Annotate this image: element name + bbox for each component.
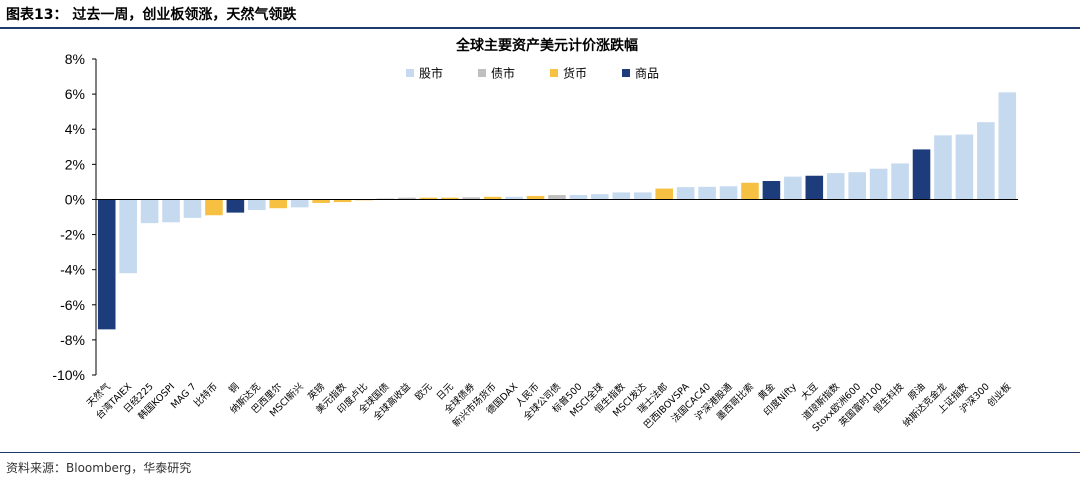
bar (569, 195, 588, 200)
y-tick-label: 0% (65, 191, 85, 207)
bottom-rule (0, 452, 1080, 453)
legend-swatch (622, 69, 630, 77)
legend-swatch (478, 69, 486, 77)
bar (762, 181, 781, 200)
bar (226, 199, 245, 213)
bar (269, 199, 288, 209)
y-tick-label: -8% (60, 332, 85, 348)
bar (848, 172, 866, 200)
bar (462, 197, 481, 200)
y-tick-label: 4% (65, 121, 85, 137)
bar (998, 92, 1017, 200)
figure-title: 图表13： 过去一周，创业板领涨，天然气领跌 (6, 7, 297, 23)
x-tick-label: 创业板 (985, 380, 1014, 409)
bar (440, 197, 459, 200)
bar (119, 199, 137, 274)
bar (248, 199, 266, 210)
bar (290, 199, 309, 208)
x-tick-label: 比特币 (191, 381, 220, 410)
bar (784, 176, 802, 200)
bar (676, 187, 695, 200)
bar (805, 175, 824, 200)
y-axis: 8% 6% 4% 2% 0% -2% -4% -6% -8% -10% (52, 51, 97, 383)
bar (934, 135, 952, 200)
bar (633, 192, 652, 200)
bar (591, 194, 609, 200)
legend-label: 债市 (491, 66, 515, 81)
y-tick-label: -6% (60, 297, 85, 313)
legend-swatch (550, 69, 558, 77)
legend-swatch (406, 69, 414, 77)
bar (140, 199, 159, 224)
y-tick-label: -2% (60, 227, 85, 243)
bar (719, 186, 738, 200)
bar (869, 168, 888, 200)
bar (505, 196, 523, 200)
bar (483, 196, 502, 200)
legend-label: 股市 (419, 66, 443, 81)
y-tick-label: -4% (60, 262, 85, 278)
legend: 股市 债市 货币 商品 (406, 66, 659, 81)
y-tick-label: 6% (65, 86, 85, 102)
bar (97, 199, 116, 330)
source-note: 资料来源：Bloomberg，华泰研究 (6, 461, 192, 475)
bars (97, 92, 1017, 330)
bar (891, 163, 909, 200)
bar (655, 188, 674, 200)
bar (955, 134, 974, 200)
y-tick-label: 8% (65, 51, 85, 67)
top-rule (0, 27, 1080, 29)
bar (826, 173, 845, 200)
legend-label: 货币 (563, 66, 587, 81)
bar-chart: 全球主要资产美元计价涨跌幅 股市 债市 货币 商品 8% 6% 4% 2% 0% -2% -4% -… (52, 37, 1018, 434)
bar (612, 192, 631, 200)
bar (162, 199, 180, 223)
bar (912, 149, 931, 200)
y-tick-label: -10% (52, 367, 85, 383)
y-tick-label: 2% (65, 156, 85, 172)
bar (548, 195, 566, 200)
x-tick-label: 欧元 (413, 380, 435, 402)
bar (419, 197, 438, 200)
x-tick-label: 铜 (226, 381, 241, 396)
bar (526, 195, 545, 200)
bar (741, 182, 759, 200)
bar (398, 197, 416, 200)
bar (977, 122, 995, 200)
chart-title: 全球主要资产美元计价涨跌幅 (455, 37, 638, 54)
bar (333, 199, 352, 203)
legend-label: 商品 (635, 66, 659, 81)
bar (698, 186, 716, 200)
bar (183, 199, 202, 218)
bar (312, 199, 330, 203)
bar (205, 199, 223, 216)
